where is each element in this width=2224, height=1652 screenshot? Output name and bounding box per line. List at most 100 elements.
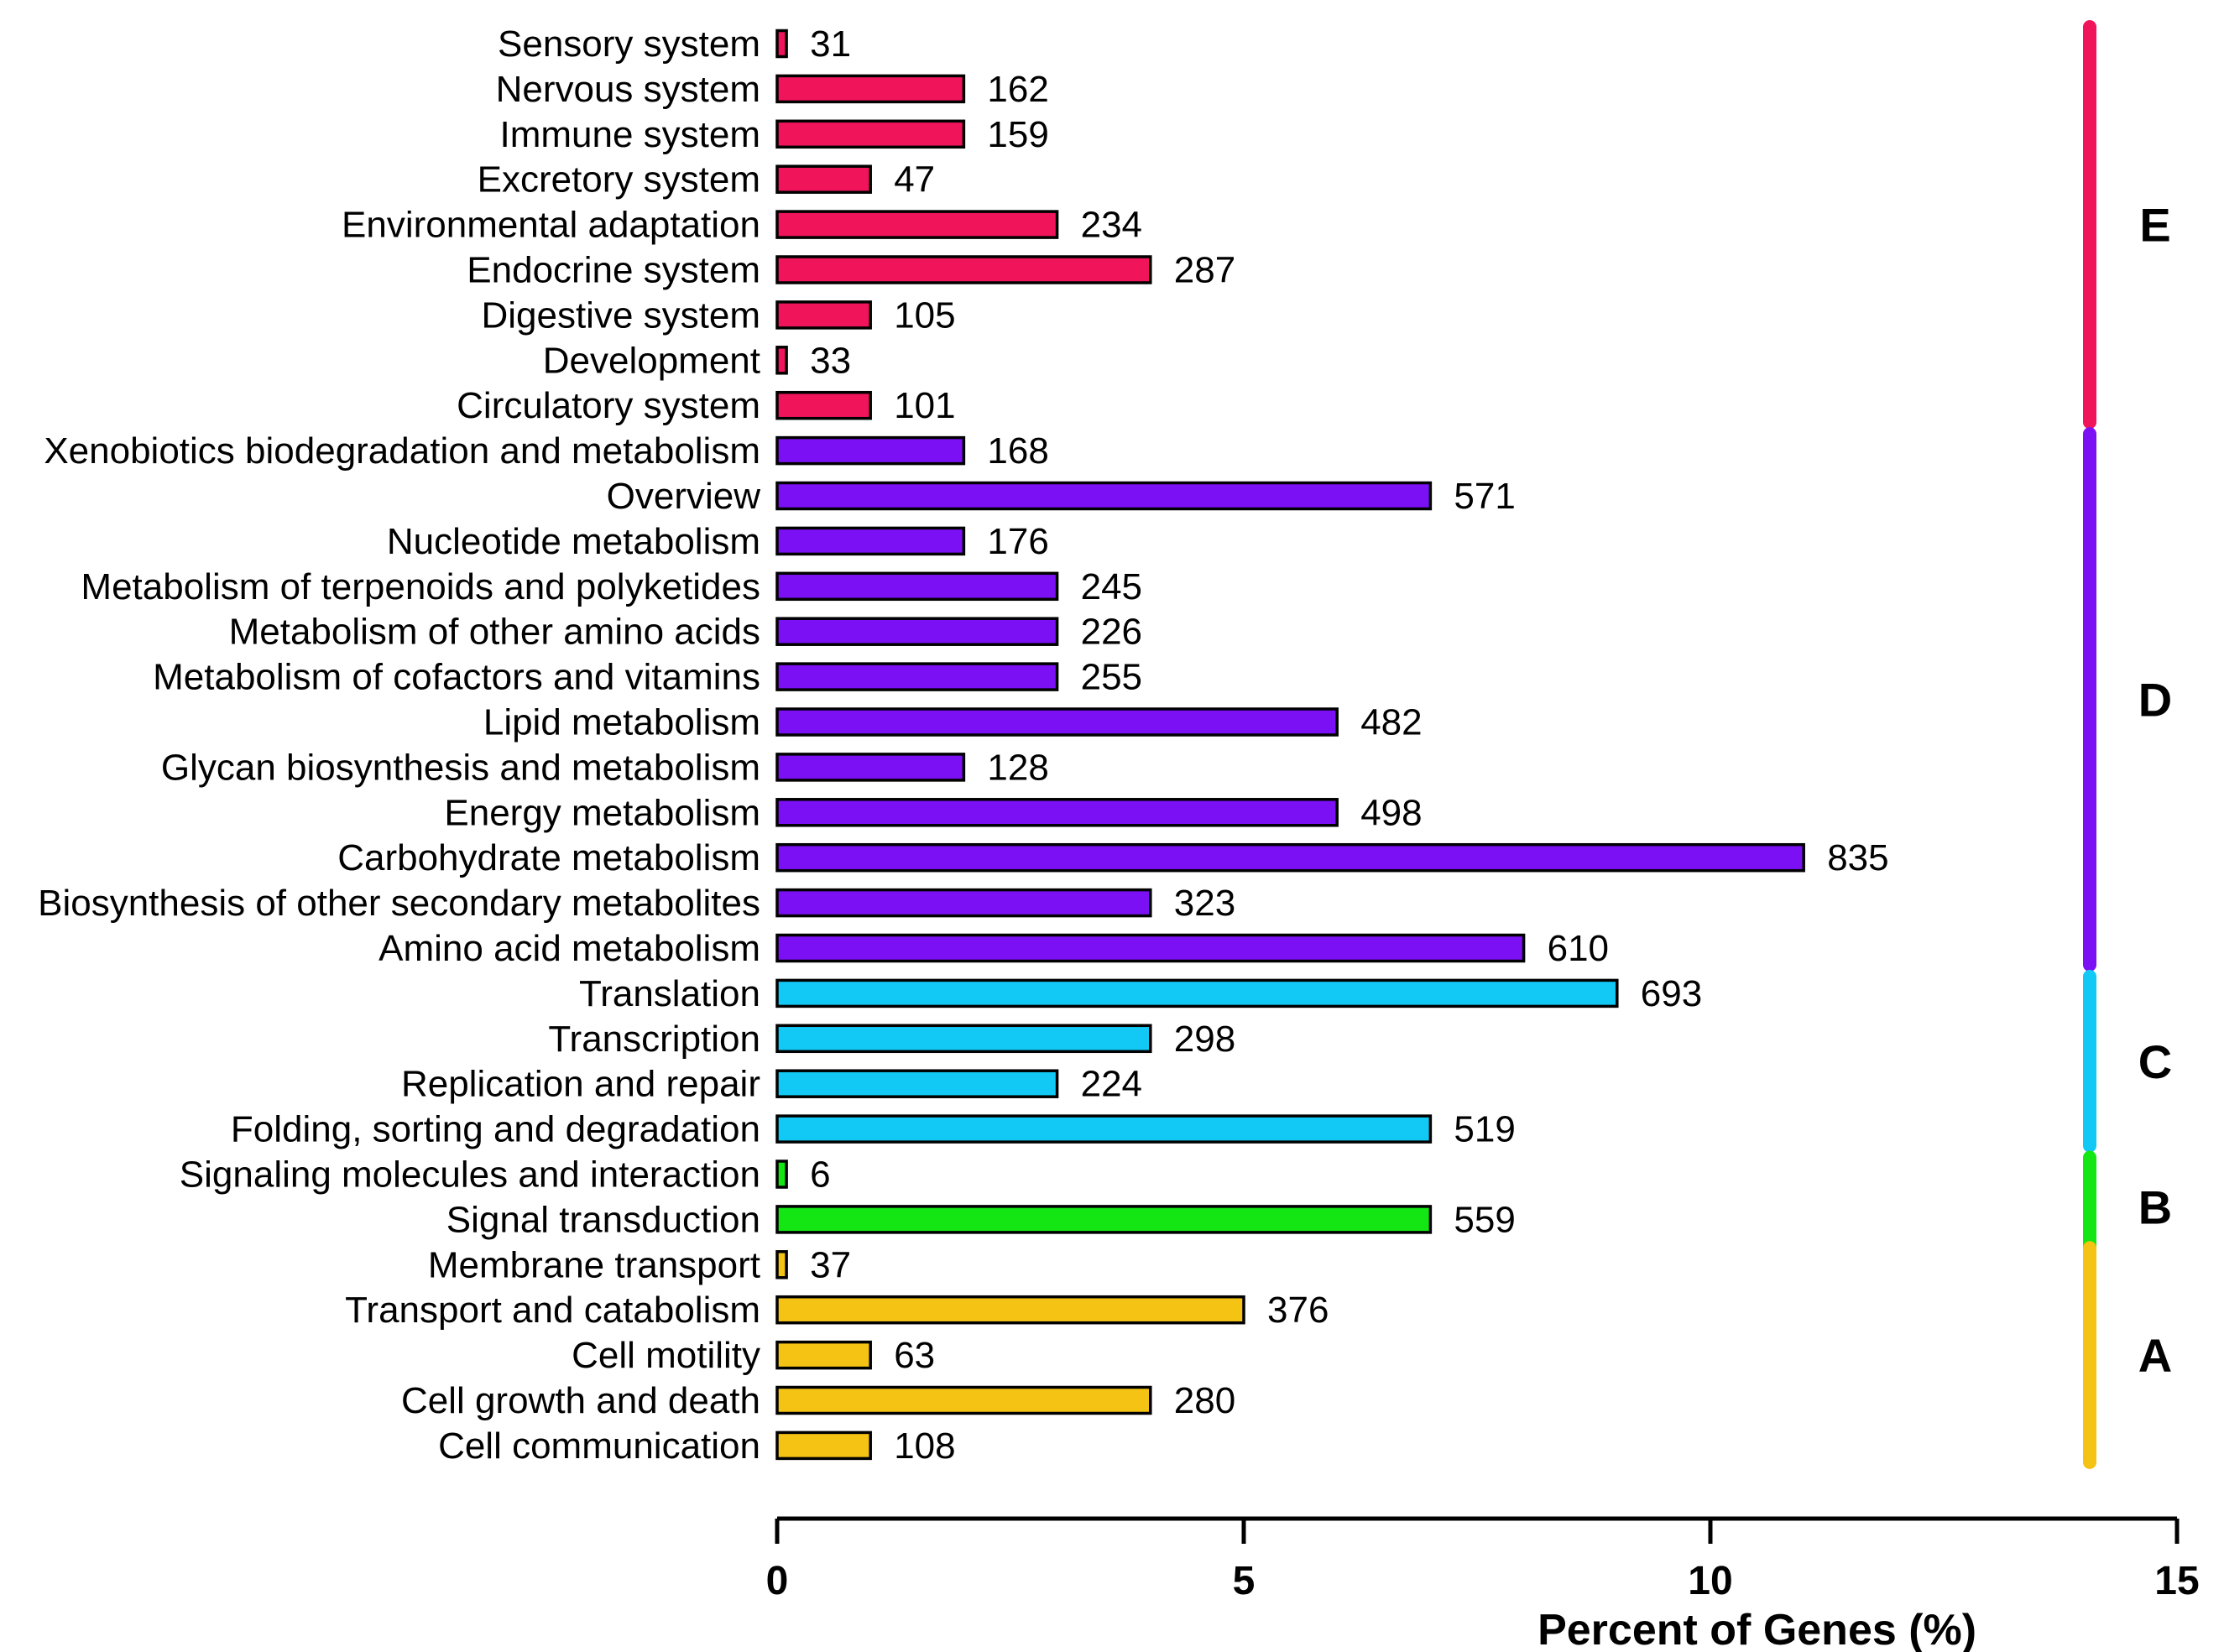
bar bbox=[775, 1114, 1433, 1144]
bar bbox=[775, 571, 1059, 602]
value-labels: 3116215947234287105331011685711762452262… bbox=[810, 23, 1889, 1467]
bar bbox=[775, 933, 1526, 963]
bar bbox=[775, 1295, 1245, 1325]
bar bbox=[775, 390, 872, 420]
value-label: 559 bbox=[1454, 1199, 1515, 1240]
bar bbox=[775, 1205, 1433, 1234]
bar bbox=[775, 481, 1433, 511]
value-label: 224 bbox=[1081, 1064, 1142, 1105]
value-label: 519 bbox=[1454, 1109, 1515, 1150]
value-label: 610 bbox=[1548, 928, 1609, 969]
group-label: B bbox=[2138, 1180, 2172, 1233]
bar bbox=[775, 300, 872, 330]
group-label: C bbox=[2138, 1035, 2172, 1088]
category-label: Environmental adaptation bbox=[342, 205, 760, 246]
bar bbox=[775, 255, 1152, 284]
value-label: 108 bbox=[894, 1425, 955, 1467]
value-label: 168 bbox=[987, 430, 1048, 472]
bars bbox=[775, 29, 1805, 1461]
category-label: Development bbox=[543, 340, 760, 381]
value-label: 128 bbox=[987, 747, 1048, 788]
category-label: Energy metabolism bbox=[444, 792, 760, 833]
value-label: 245 bbox=[1081, 566, 1142, 607]
x-axis-title: Percent of Genes (%) bbox=[1537, 1606, 1976, 1652]
bar bbox=[775, 1250, 788, 1279]
value-label: 63 bbox=[894, 1335, 935, 1376]
value-label: 176 bbox=[987, 521, 1048, 562]
bar bbox=[775, 1431, 872, 1461]
category-label: Circulatory system bbox=[457, 385, 760, 426]
value-label: 159 bbox=[987, 114, 1048, 155]
group-label: D bbox=[2138, 674, 2172, 727]
category-label: Translation bbox=[579, 973, 760, 1014]
bar bbox=[775, 346, 788, 375]
value-label: 835 bbox=[1827, 837, 1888, 878]
value-label: 376 bbox=[1267, 1290, 1329, 1331]
value-label: 6 bbox=[810, 1154, 830, 1196]
value-label: 33 bbox=[810, 340, 851, 381]
bar bbox=[775, 978, 1619, 1008]
category-label: Metabolism of other amino acids bbox=[229, 612, 760, 653]
category-label: Signaling molecules and interaction bbox=[180, 1154, 760, 1196]
category-label: Replication and repair bbox=[401, 1064, 760, 1105]
category-label: Transcription bbox=[548, 1019, 760, 1060]
category-label: Endocrine system bbox=[467, 250, 760, 291]
bar bbox=[775, 210, 1059, 239]
bar bbox=[775, 707, 1339, 737]
bar bbox=[775, 662, 1059, 691]
group-label: E bbox=[2139, 199, 2170, 252]
bar bbox=[775, 753, 966, 782]
category-label: Immune system bbox=[499, 114, 760, 155]
x-tick-label: 10 bbox=[1688, 1559, 1732, 1603]
bar bbox=[775, 526, 966, 556]
bar bbox=[775, 1160, 788, 1189]
bar bbox=[775, 164, 872, 194]
bar bbox=[775, 1385, 1152, 1415]
category-label: Sensory system bbox=[498, 23, 760, 65]
category-label: Xenobiotics biodegradation and metabolis… bbox=[44, 430, 760, 472]
value-label: 323 bbox=[1174, 883, 1235, 924]
value-label: 298 bbox=[1174, 1019, 1235, 1060]
value-label: 693 bbox=[1641, 973, 1702, 1014]
value-label: 234 bbox=[1081, 205, 1142, 246]
value-label: 280 bbox=[1174, 1380, 1235, 1421]
bar bbox=[775, 29, 788, 59]
category-label: Digestive system bbox=[481, 294, 760, 336]
bar bbox=[775, 435, 966, 466]
bar bbox=[775, 1340, 872, 1370]
value-label: 287 bbox=[1174, 250, 1235, 291]
category-label: Excretory system bbox=[478, 159, 760, 201]
category-label: Metabolism of terpenoids and polyketides bbox=[81, 566, 760, 607]
category-label: Membrane transport bbox=[428, 1244, 760, 1285]
bar bbox=[775, 1024, 1152, 1054]
category-label: Folding, sorting and degradation bbox=[231, 1109, 760, 1150]
bar bbox=[775, 842, 1805, 873]
x-tick-label: 0 bbox=[766, 1559, 789, 1603]
category-label: Cell communication bbox=[438, 1425, 760, 1467]
value-label: 571 bbox=[1454, 476, 1515, 517]
value-label: 162 bbox=[987, 69, 1048, 110]
category-label: Transport and catabolism bbox=[345, 1290, 760, 1331]
group-label: A bbox=[2138, 1329, 2172, 1382]
bar bbox=[775, 119, 966, 149]
bar bbox=[775, 74, 966, 104]
category-label: Lipid metabolism bbox=[483, 702, 760, 743]
x-tick-label: 15 bbox=[2154, 1559, 2199, 1603]
category-label: Carbohydrate metabolism bbox=[337, 837, 760, 878]
category-label: Nervous system bbox=[496, 69, 760, 110]
category-label: Cell growth and death bbox=[401, 1380, 760, 1421]
value-label: 226 bbox=[1081, 612, 1142, 653]
category-label: Metabolism of cofactors and vitamins bbox=[153, 657, 760, 698]
x-tick-label: 5 bbox=[1233, 1559, 1256, 1603]
category-label: Overview bbox=[607, 476, 761, 517]
category-label: Nucleotide metabolism bbox=[387, 521, 760, 562]
x-axis: 0 5 10 15 bbox=[766, 1516, 2200, 1603]
value-label: 482 bbox=[1360, 702, 1422, 743]
value-label: 101 bbox=[894, 385, 955, 426]
category-label: Glycan biosynthesis and metabolism bbox=[161, 747, 760, 788]
value-label: 47 bbox=[894, 159, 935, 201]
bar bbox=[775, 617, 1059, 646]
value-label: 31 bbox=[810, 23, 851, 65]
value-label: 498 bbox=[1360, 792, 1422, 833]
group-brackets: E D C B A bbox=[2083, 20, 2172, 1469]
